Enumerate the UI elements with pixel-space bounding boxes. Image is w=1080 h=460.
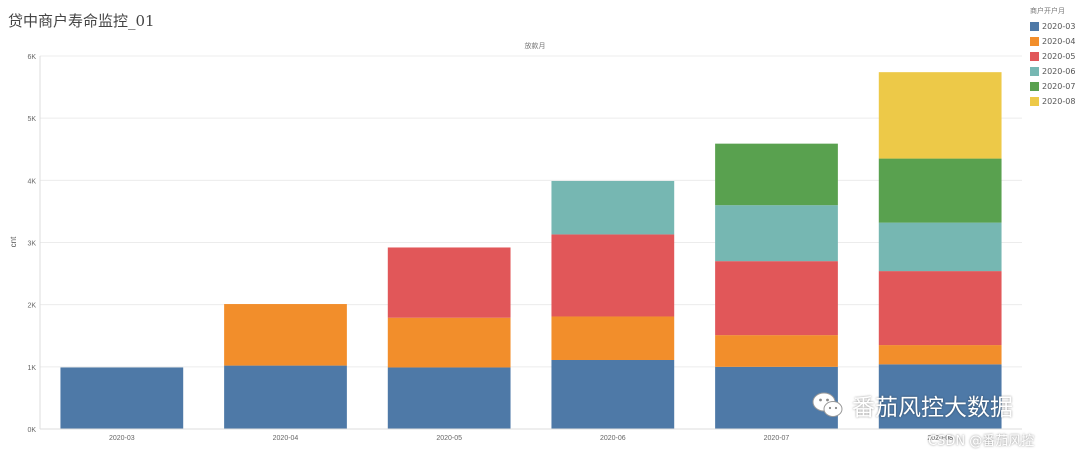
legend-label: 2020-03 [1042,22,1076,31]
bar-segment [387,247,511,318]
bar-segment [878,158,1002,223]
legend-swatch [1030,67,1039,76]
bar-segment [878,72,1002,159]
legend-item: 2020-07 [1030,79,1078,94]
csdn-credit: CSDN @番茄风控 [928,434,1035,449]
bar-segment [60,367,184,429]
bar-segment [715,143,838,206]
bar-segment [224,304,347,366]
x-tick-label: 2020-07 [764,435,790,442]
watermark-text: 番茄风控大数据 [852,395,1013,421]
wechat-icon [812,392,843,417]
x-tick-label: 2020-06 [600,435,626,442]
legend-item: 2020-03 [1030,19,1078,34]
legend-item: 2020-05 [1030,49,1078,64]
y-tick-label: 4K [27,178,36,185]
x-tick-label: 2020-03 [109,435,135,442]
legend-label: 2020-08 [1042,97,1076,106]
column-header: 放款月 [525,41,546,50]
y-tick-label: 3K [27,241,36,248]
legend-swatch [1030,37,1039,46]
legend-items: 2020-03 2020-04 2020-05 2020-06 2020-07 2020-… [1030,19,1078,109]
bar-segment [715,261,838,336]
y-axis: 0K 1K 2K 3K 4K 5K 6K [27,54,41,434]
bar-segment [878,271,1002,346]
legend: 商户开户月 2020-03 2020-04 2020-05 2020-06 2020-0… [1030,6,1078,109]
y-tick-label: 2K [27,303,36,310]
bar-segment [715,335,838,367]
legend-swatch [1030,22,1039,31]
legend-swatch [1030,52,1039,61]
legend-swatch [1030,97,1039,106]
bar-segment [878,345,1002,365]
legend-item: 2020-06 [1030,64,1078,79]
bar-segment [715,205,838,262]
bar-segment [387,317,511,368]
watermark: 番茄风控大数据 [812,388,1013,422]
bar-segment [551,359,675,429]
bar-segment [878,222,1002,272]
bar-segment [878,364,1002,429]
bar-segment [387,367,511,429]
y-tick-label: 0K [27,427,36,434]
grid-lines [40,55,1022,430]
y-axis-label: cnt [9,236,18,247]
x-axis: 2020-03 2020-04 2020-05 2020-06 2020-07 2020-… [40,428,1022,442]
y-tick-label: 5K [27,116,36,123]
legend-title: 商户开户月 [1030,7,1065,15]
legend-item: 2020-08 [1030,94,1078,109]
bar-segment [224,365,347,429]
x-tick-label: 2020-04 [273,435,299,442]
x-tick-label: 2020-05 [436,435,462,442]
legend-label: 2020-05 [1042,52,1076,61]
legend-label: 2020-07 [1042,82,1076,91]
y-tick-label: 1K [27,365,36,372]
bar-segment [551,234,675,317]
page-title: 贷中商户寿命监控_01 [8,12,155,30]
bar-segment [551,180,675,235]
legend-label: 2020-04 [1042,37,1076,46]
x-tick-label: 2020-08 [927,435,953,442]
y-tick-label: 6K [27,54,36,61]
legend-label: 2020-06 [1042,67,1076,76]
legend-swatch [1030,82,1039,91]
bars-group [60,72,1002,429]
bar-segment [551,316,675,360]
legend-item: 2020-04 [1030,34,1078,49]
